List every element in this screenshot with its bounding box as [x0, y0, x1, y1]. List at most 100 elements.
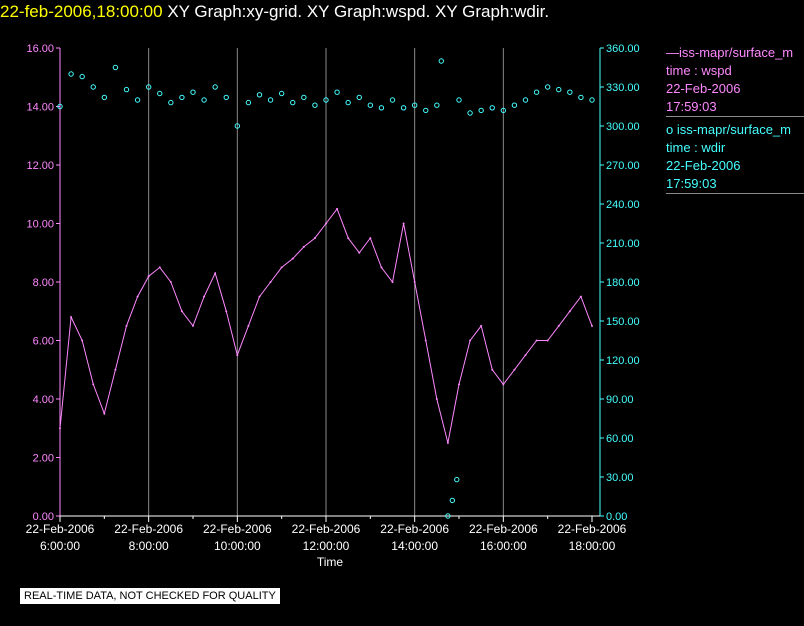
wspd-point	[280, 266, 283, 269]
wdir-point	[400, 105, 407, 111]
wspd-point	[70, 316, 73, 319]
wspd-point	[513, 368, 516, 371]
wdir-point	[278, 90, 285, 97]
wspd-point	[413, 281, 416, 283]
wdir-point	[500, 107, 507, 114]
wspd-point	[369, 237, 372, 240]
legend-wdir-field: time : wdir	[666, 140, 726, 155]
wdir-point	[79, 73, 85, 80]
y-left-tick-label: 2.00	[33, 453, 54, 465]
legend-wdir-time: 17:59:03	[666, 175, 804, 194]
wdir-point	[411, 102, 418, 108]
wdir-point	[445, 513, 451, 519]
wspd-point	[579, 295, 582, 298]
x-tick-label-time: 10:00:00	[214, 539, 261, 553]
wspd-point	[192, 324, 194, 327]
y-left-tick-label: 16.00	[26, 43, 54, 55]
wdir-point	[290, 99, 296, 106]
wspd-point	[313, 237, 316, 240]
wdir-point	[467, 110, 473, 116]
wdir-point	[456, 97, 462, 103]
wspd-point	[557, 324, 560, 327]
wdir-point	[145, 84, 152, 90]
legend-wdir-line: o iss-mapr/surface_m	[666, 122, 791, 137]
wdir-point	[123, 86, 130, 93]
wdir-point	[449, 497, 456, 504]
wspd-point	[480, 324, 483, 327]
y-right-tick-label: 30.00	[606, 472, 634, 484]
x-tick-label-date: 22-Feb-2006	[114, 522, 183, 536]
legend-wspd-field: time : wspd	[666, 63, 732, 78]
y-left-tick-label: 10.00	[26, 219, 54, 231]
title-graphs: XY Graph:xy-grid. XY Graph:wspd. XY Grap…	[167, 2, 550, 21]
legend-wdir-date: 22-Feb-2006	[666, 158, 741, 173]
y-right-tick-label: 120.00	[606, 355, 640, 367]
x-tick-label-date: 22-Feb-2006	[469, 522, 538, 536]
legend-wspd-date: 22-Feb-2006	[666, 81, 741, 96]
y-right-tick-label: 150.00	[606, 316, 640, 328]
wdir-point	[201, 97, 207, 103]
wspd-point	[325, 222, 327, 225]
wspd-point	[302, 245, 305, 248]
y-right-tick-label: 300.00	[606, 121, 640, 133]
x-tick-label-time: 6:00:00	[40, 539, 80, 553]
wspd-point	[424, 339, 427, 342]
y-left-tick-label: 0.00	[33, 511, 54, 523]
x-tick-label-time: 18:00:00	[569, 539, 616, 553]
wdir-point	[434, 102, 440, 108]
y-right-tick-label: 210.00	[606, 238, 640, 250]
x-tick-label-date: 22-Feb-2006	[203, 522, 272, 536]
wdir-point	[567, 89, 573, 95]
wdir-point	[267, 97, 274, 103]
wdir-point	[68, 71, 74, 77]
y-right-tick-label: 360.00	[606, 43, 640, 55]
wspd-point	[225, 310, 228, 313]
y-left-tick-label: 12.00	[26, 160, 54, 172]
wspd-point	[458, 383, 460, 386]
wdir-point	[334, 89, 340, 95]
wdir-point	[389, 97, 396, 103]
wspd-point	[347, 237, 350, 240]
y-left-tick-label: 8.00	[33, 277, 54, 289]
wspd-point	[169, 281, 172, 283]
y-right-tick-label: 60.00	[606, 433, 634, 445]
wdir-point	[90, 84, 96, 90]
wspd-point	[158, 266, 161, 269]
wspd-point	[380, 266, 383, 269]
y-right-tick-label: 0.00	[606, 511, 627, 523]
wdir-point	[312, 102, 318, 108]
wspd-point	[269, 281, 272, 283]
x-tick-label-time: 8:00:00	[129, 539, 169, 553]
y-left-tick-label: 6.00	[33, 336, 54, 348]
wspd-point	[535, 339, 538, 342]
wdir-point	[522, 97, 529, 103]
wdir-point	[356, 94, 362, 101]
legend-wspd: —iss-mapr/surface_m time : wspd 22-Feb-2…	[662, 44, 804, 117]
x-tick-label-date: 22-Feb-2006	[558, 522, 627, 536]
wdir-point	[345, 99, 351, 106]
wspd-point	[546, 339, 549, 342]
wspd-point	[446, 441, 449, 444]
legend: —iss-mapr/surface_m time : wspd 22-Feb-2…	[662, 44, 804, 194]
wspd-point	[92, 383, 95, 386]
x-tick-label-date: 22-Feb-2006	[26, 522, 95, 536]
x-tick-label-time: 16:00:00	[480, 539, 527, 553]
wspd-point	[435, 398, 438, 400]
wspd-point	[214, 272, 217, 275]
wspd-point	[180, 310, 183, 313]
wdir-point	[454, 476, 460, 483]
y-right-tick-label: 240.00	[606, 199, 640, 211]
wdir-point	[301, 94, 307, 101]
wdir-point	[57, 103, 63, 110]
wspd-point	[81, 339, 84, 342]
wdir-point	[578, 94, 584, 101]
legend-wspd-time: 17:59:03	[666, 98, 804, 117]
wdir-point	[223, 94, 229, 101]
wspd-point	[236, 354, 239, 357]
wspd-point	[114, 368, 117, 371]
wdir-point	[134, 97, 141, 103]
wspd-point	[136, 295, 139, 298]
y-right-tick-label: 90.00	[606, 394, 634, 406]
x-tick-label-time: 12:00:00	[303, 539, 350, 553]
